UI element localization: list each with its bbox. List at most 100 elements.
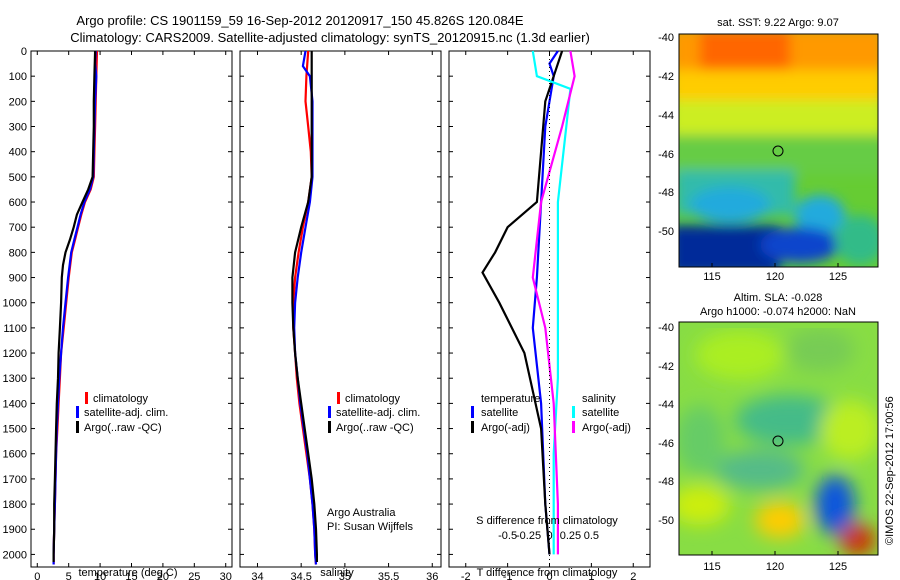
x-tick-label: 35.5 [378,571,399,580]
sst-xtick: 125 [829,271,847,283]
sst-map-ticks: 115 120 125 -40 -42 -44 -46 -48 -50 [658,32,847,283]
x-tick-label: 36 [426,571,438,580]
sla-xtick: 125 [829,561,847,573]
depth-tick-label: 1700 [3,474,27,486]
annotation-argo-australia: Argo Australia [327,507,396,519]
legend-label: climatology [345,393,401,405]
x-tick-label: 20 [157,571,169,580]
sst-map-argo-marker [772,145,784,157]
x-tick-label: 5 [66,571,72,580]
salinity-xlabel: salinity [320,567,354,579]
imos-credit: ©IMOS 22-Sep-2012 17:00:56 [884,396,896,545]
x-tick-label: 10 [94,571,106,580]
sla-map-frame [678,321,879,556]
x-tick-label: -2 [461,571,471,580]
sst-map-image [679,34,878,267]
sst-ytick: -42 [658,71,674,83]
legend-label: satellite-adj. clim. [84,407,168,419]
difference-xlabel-salinity: S difference from climatology [476,515,618,527]
legend-swatch-satellite [76,406,79,418]
depth-tick-label: 1300 [3,373,27,385]
depth-tick-label: 1500 [3,424,27,436]
depth-tick-label: 200 [9,96,27,108]
legend-swatch-argo [328,421,331,433]
depth-tick-label: 1000 [3,298,27,310]
sla-xtick: 115 [703,561,721,573]
legend-swatch-satellite [328,406,331,418]
sla-ytick: -40 [658,322,674,334]
x-tick-label: 2 [630,571,636,580]
legend-label: Argo(-adj) [582,422,631,434]
legend-label: satellite-adj. clim. [336,407,420,419]
depth-tick-label: 0 [21,46,27,58]
depth-tick-label: 1800 [3,499,27,511]
depth-axis-ticks: 0 100 200 300 400 500 600 700 800 900 1000 1100 1200… [3,46,650,561]
depth-tick-label: 900 [9,273,27,285]
x-tick-label: 35 [339,571,351,580]
x-tick-label-salinity: 0.25 [560,530,581,542]
x-tick-label: 1 [588,571,594,580]
x-tick-label: 34.5 [290,571,311,580]
sla-ytick: -46 [658,438,674,450]
x-tick-label: 34 [251,571,263,580]
temperature-series [52,50,99,565]
sst-ytick: -50 [658,226,674,238]
series-line-argo-raw-qc- [52,50,97,562]
legend-heading: temperature [481,393,540,405]
depth-tick-label: 800 [9,247,27,259]
series-line-argo-raw-qc- [291,51,318,562]
x-tick-label: 0 [34,571,40,580]
x-tick-label: 25 [188,571,200,580]
x-tick-label: 30 [220,571,232,580]
legend-swatch-satellite [471,406,474,418]
salinity-series [291,50,318,565]
depth-tick-label: 600 [9,197,27,209]
sla-ytick: -42 [658,361,674,373]
sst-map-frame [678,33,879,268]
depth-tick-label: 300 [9,122,27,134]
sst-map-title: sat. SST: 9.22 Argo: 9.07 [717,17,839,29]
x-tick-label-salinity: -0.25 [516,530,541,542]
legend-label: Argo(..raw -QC) [84,422,162,434]
series-line-argo-adj- [481,50,564,555]
depth-tick-label: 1200 [3,348,27,360]
depth-tick-label: 1600 [3,449,27,461]
legend-label: satellite [582,407,619,419]
sla-map-title-2: Argo h1000: -0.074 h2000: NaN [700,306,856,318]
legend-swatch-climatology [85,392,88,404]
depth-tick-label: 1100 [3,323,27,335]
depth-tick-label: 2000 [3,549,27,561]
sla-map-ticks: 115 120 125 -40 -42 -44 -46 -48 -50 [658,322,847,573]
sla-xtick: 120 [766,561,784,573]
legend-swatch-argo [76,421,79,433]
difference-axes [448,50,651,568]
legend-label: Argo(-adj) [481,422,530,434]
x-tick-label: 15 [125,571,137,580]
difference-xlabel: T difference from climatology [477,567,618,579]
series-line-argo-adj- [531,50,576,555]
legend-swatch-argo [471,421,474,433]
temperature-legend: climatology satellite-adj. clim. Argo(..… [76,392,168,434]
difference-legend-temperature: temperature satellite Argo(-adj) [471,393,540,434]
depth-tick-label: 700 [9,222,27,234]
annotation-pi: PI: Susan Wijffels [327,521,413,533]
title-line-2: Climatology: CARS2009. Satellite-adjuste… [70,30,590,45]
salinity-axes [239,50,442,568]
salinity-legend: climatology satellite-adj. clim. Argo(..… [328,392,420,434]
depth-tick-label: 500 [9,172,27,184]
legend-label: climatology [93,393,149,405]
x-tick-label: -1 [503,571,513,580]
sla-map-image [679,322,878,555]
sla-ytick: -44 [658,399,674,411]
sst-ytick: -48 [658,187,674,199]
sst-xtick: 115 [703,271,721,283]
depth-tick-label: 1400 [3,398,27,410]
x-tick-label: 0 [546,571,552,580]
x-tick-label-salinity: 0.5 [584,530,599,542]
legend-label: satellite [481,407,518,419]
legend-swatch-sal-satellite [572,406,575,418]
title-line-1: Argo profile: CS 1901159_59 16-Sep-2012 … [76,13,524,28]
sla-map-argo-marker [772,435,784,447]
sst-ytick: -44 [658,110,674,122]
